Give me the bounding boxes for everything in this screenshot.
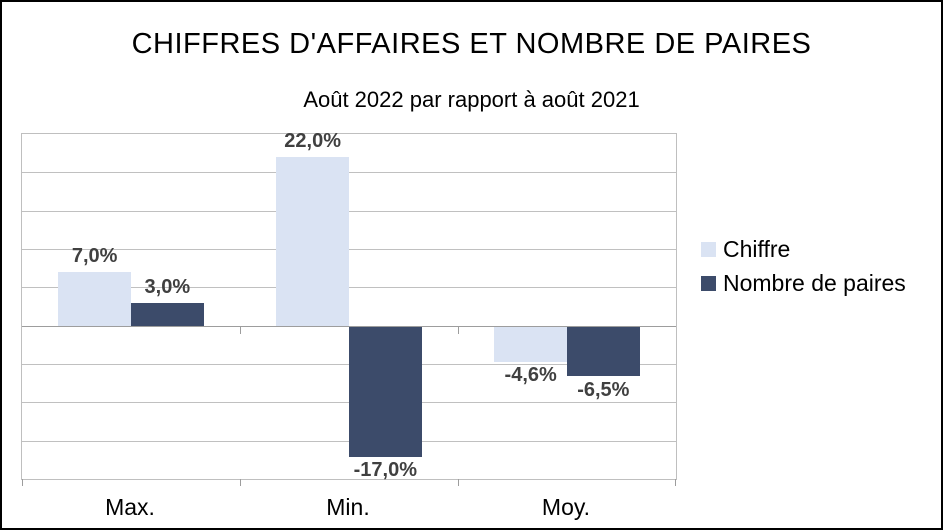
bottom-axis-tick — [21, 479, 23, 486]
value-label: -17,0% — [353, 459, 418, 481]
gridline — [22, 287, 676, 289]
zero-axis-tick — [457, 326, 459, 334]
zero-axis-tick — [239, 326, 241, 334]
bottom-axis-tick — [239, 479, 241, 486]
legend: Chiffre Nombre de paires — [701, 236, 906, 297]
legend-swatch — [701, 242, 716, 257]
gridline — [22, 249, 676, 250]
legend-label: Nombre de paires — [723, 270, 906, 296]
plot-area: 7,0% 22,0% -4,6% 3,0% -17,0% -6,5% — [21, 130, 677, 486]
chart-title: CHIFFRES D'AFFAIRES ET NOMBRE DE PAIRES — [131, 28, 812, 60]
value-label: 22,0% — [284, 130, 342, 152]
legend-swatch — [701, 276, 716, 291]
gridline — [22, 172, 676, 174]
value-label: -6,5% — [577, 378, 630, 401]
legend-label: Chiffre — [723, 236, 791, 262]
category-label: Moy. — [541, 494, 591, 520]
bar-positive — [131, 302, 204, 326]
bar-negative — [494, 326, 567, 362]
bar-negative — [567, 326, 640, 377]
legend-item: Nombre de paires — [701, 270, 906, 297]
value-label: -4,6% — [504, 363, 557, 386]
value-label: 7,0% — [71, 245, 118, 267]
bar-negative — [349, 326, 422, 457]
legend-item: Chiffre — [701, 236, 906, 263]
gridline — [22, 210, 676, 212]
zero-axis-line — [22, 325, 676, 327]
category-label: Min. — [326, 494, 370, 520]
bar-positive — [276, 157, 349, 326]
category-label: Max. — [105, 494, 155, 520]
bottom-axis-tick — [457, 479, 459, 486]
chart-subtitle: Août 2022 par rapport à août 2021 — [303, 87, 640, 112]
bar-positive — [58, 272, 131, 326]
bottom-axis-tick — [674, 479, 676, 486]
value-label: 3,0% — [144, 275, 191, 298]
